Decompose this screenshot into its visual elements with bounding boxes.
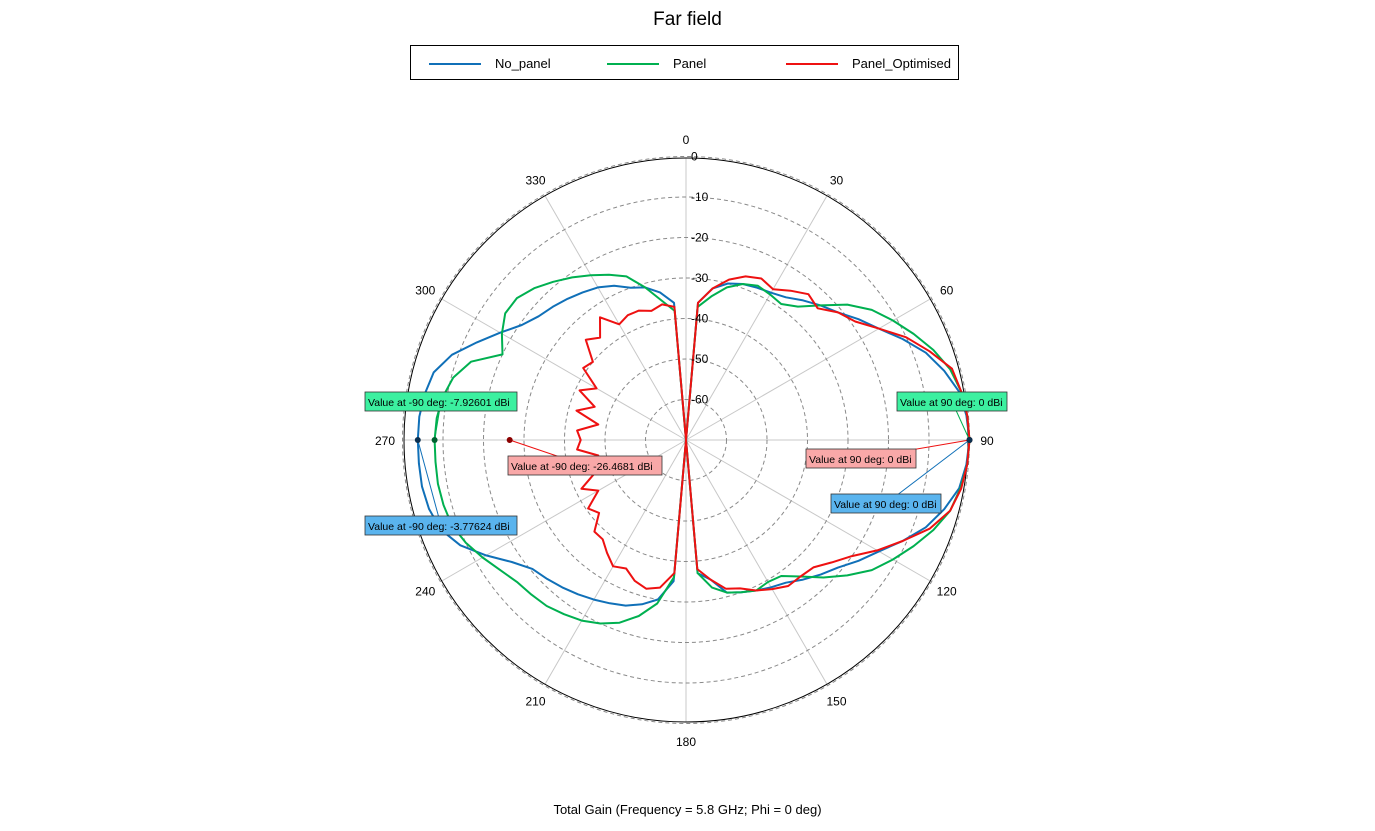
marker-dot-panel: [431, 437, 438, 443]
angle-tick-label: 210: [525, 695, 545, 709]
legend-label-panel-optimised: Panel_Optimised: [852, 56, 951, 71]
marker-label-panel: Value at 90 deg: 0 dBi: [900, 397, 1003, 409]
angle-tick-label: 180: [676, 735, 696, 749]
marker-label-box-panel: [364, 391, 518, 412]
grid-spoke: [441, 298, 687, 441]
marker-dot-panel-optimised: [506, 437, 513, 443]
marker-dot-no-panel: [414, 437, 421, 443]
grid-ring: [483, 237, 889, 643]
grid-spoke: [544, 195, 687, 441]
marker-leader-no-panel: [417, 439, 442, 526]
marker-label-panel-optimised: Value at -90 deg: -26.4681 dBi: [511, 461, 653, 473]
angle-tick-label: 30: [830, 173, 844, 187]
polar-series: [416, 273, 971, 625]
marker-label-box-no-panel: [364, 515, 518, 536]
angle-tick-label: 90: [980, 434, 994, 448]
grid-spoke: [685, 439, 828, 685]
marker-label-box-panel-optimised: [805, 448, 917, 469]
legend-swatch-no-panel: [429, 62, 481, 65]
grid-ring: [442, 196, 930, 684]
legend-label-panel: Panel: [673, 56, 707, 71]
angle-tick-label: 150: [826, 695, 846, 709]
radial-tick-label: 0: [691, 150, 698, 164]
marker-label-panel: Value at -90 deg: -7.92601 dBi: [368, 397, 510, 409]
grid-spoke: [544, 439, 687, 685]
angle-tick-label: 330: [525, 173, 545, 187]
series-line-panel-optimised: [575, 275, 971, 592]
radial-tick-label: -20: [691, 231, 709, 245]
marker-label-box-panel-optimised: [507, 455, 663, 476]
chart-title: Far field: [653, 9, 722, 30]
radial-tick-label: -60: [691, 393, 709, 407]
marker-label-no-panel: Value at -90 deg: -3.77624 dBi: [368, 521, 510, 533]
marker-label-no-panel: Value at 90 deg: 0 dBi: [834, 499, 937, 511]
angle-tick-label: 300: [415, 284, 435, 298]
angle-tick-label: 120: [937, 585, 957, 599]
radial-tick-label: -50: [691, 352, 709, 366]
legend-item-panel-optimised[interactable]: Panel_Optimised: [786, 46, 951, 81]
angle-tick-label: 240: [415, 585, 435, 599]
radial-tick-label: -40: [691, 312, 709, 326]
grid-spoke: [685, 439, 931, 582]
grid-ring: [523, 277, 849, 603]
marker-dot-no-panel: [966, 437, 973, 443]
legend-item-panel[interactable]: Panel: [607, 46, 706, 81]
radial-tick-label: -30: [691, 271, 709, 285]
grid-ring: [645, 399, 727, 481]
marker-label-box-panel: [896, 391, 1008, 412]
chart-caption: Total Gain (Frequency = 5.8 GHz; Phi = 0…: [553, 802, 822, 817]
grid-ring: [564, 318, 808, 562]
angle-tick-label: 60: [940, 284, 954, 298]
legend-item-no-panel[interactable]: No_panel: [429, 46, 551, 81]
chart-legend: No_panel Panel Panel_Optimised: [410, 45, 959, 80]
polar-grid: [402, 156, 970, 724]
angle-tick-label: 0: [683, 133, 690, 147]
legend-swatch-panel: [607, 62, 659, 65]
legend-swatch-panel-optimised: [786, 62, 838, 65]
marker-label-box-no-panel: [830, 493, 942, 514]
radial-tick-label: -10: [691, 190, 709, 204]
angle-tick-label: 270: [375, 434, 395, 448]
grid-spoke: [685, 195, 828, 441]
polar-markers: Value at -90 deg: -7.92601 dBi Value at 9…: [364, 391, 1008, 536]
legend-label-no-panel: No_panel: [495, 56, 551, 71]
marker-label-panel-optimised: Value at 90 deg: 0 dBi: [809, 454, 912, 466]
grid-spoke: [685, 298, 931, 441]
grid-ring: [604, 358, 768, 522]
polar-labels: 0 -10 -20 -30 -40 -50 -60 0 30 60 90 120 150 180 210 24…: [375, 133, 994, 749]
marker-leader-no-panel: [885, 439, 970, 504]
